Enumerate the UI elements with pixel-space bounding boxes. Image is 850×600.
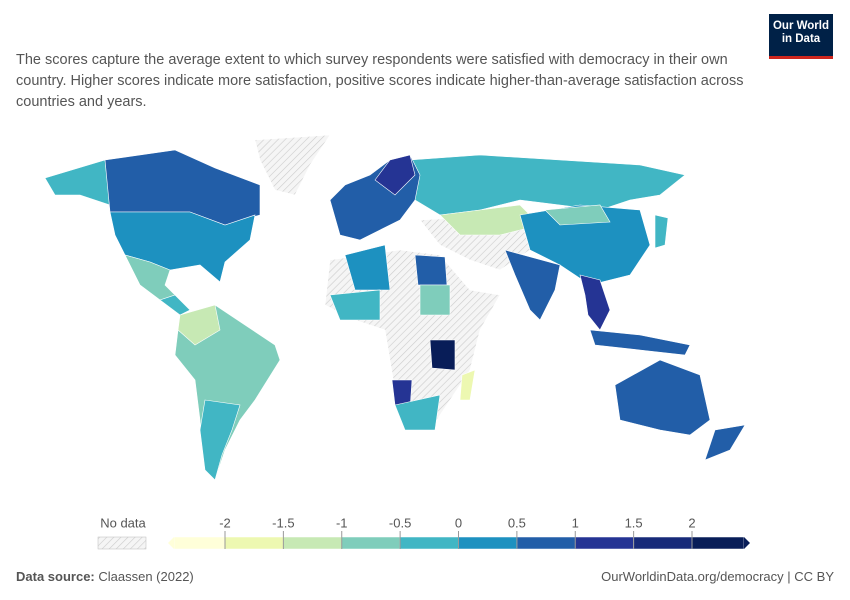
countries (44, 134, 746, 481)
source-label: Data source: (16, 569, 95, 584)
south-america[interactable] (174, 304, 281, 481)
source-text: Claassen (2022) (98, 569, 194, 584)
central-america[interactable] (159, 294, 191, 316)
no-data-label: No data (100, 515, 146, 530)
logo[interactable]: Our World in Data (769, 14, 833, 59)
alaska[interactable] (44, 159, 111, 206)
west-africa[interactable] (329, 289, 381, 321)
legend-bin (458, 536, 518, 550)
legend-bin (341, 536, 401, 550)
footer-link[interactable]: OurWorldinData.org/democracy | CC BY (601, 569, 834, 584)
japan[interactable] (654, 214, 669, 249)
legend-tick-label: 0.5 (508, 515, 526, 530)
colombia[interactable] (177, 304, 221, 346)
greenland[interactable] (254, 134, 331, 196)
legend-arrow (168, 537, 174, 549)
subtitle: The scores capture the average extent to… (16, 52, 744, 110)
legend-tick-label: 1.5 (625, 515, 643, 530)
argentina[interactable] (199, 399, 241, 481)
legend-bin (516, 536, 576, 550)
algeria[interactable] (344, 244, 391, 291)
legend-tick-label: -1.5 (272, 515, 294, 530)
sudan[interactable] (419, 284, 451, 316)
legend-tick-label: -1 (336, 515, 348, 530)
usa[interactable] (109, 211, 256, 283)
legend-tick-label: 2 (688, 515, 695, 530)
legend-arrow (744, 537, 750, 549)
tanzania[interactable] (429, 339, 456, 371)
kazakhstan[interactable] (439, 204, 541, 236)
india[interactable] (504, 249, 561, 321)
no-data-swatch (97, 536, 147, 550)
legend-bin (173, 536, 226, 550)
indonesia[interactable] (589, 329, 691, 356)
mexico[interactable] (124, 254, 176, 301)
madagascar[interactable] (459, 369, 476, 401)
new-zealand[interactable] (704, 424, 746, 461)
legend-bin (575, 536, 634, 550)
legend-bin (633, 536, 693, 550)
logo-line: Our World (772, 20, 829, 32)
scandinavia[interactable] (374, 154, 416, 196)
legend-tick-label: -2 (219, 515, 231, 530)
map: No data -2 -1.5 -1 -0.5 0 0.5 1 1.5 2 (44, 134, 750, 550)
legend-bin (399, 536, 459, 550)
legend-bin (691, 536, 745, 550)
legend-bin (224, 536, 284, 550)
source: Data source: Claassen (2022) (16, 569, 194, 584)
southeast-asia[interactable] (579, 274, 611, 331)
australia[interactable] (614, 359, 711, 436)
egypt[interactable] (414, 254, 448, 286)
southern-africa[interactable] (394, 394, 441, 431)
mongolia[interactable] (544, 204, 611, 226)
legend-bin (283, 536, 342, 550)
legend-tick-label: -0.5 (389, 515, 411, 530)
russia[interactable] (409, 154, 686, 216)
logo-line: in Data (781, 33, 821, 45)
legend-tick-label: 1 (572, 515, 579, 530)
legend-tick-label: 0 (455, 515, 462, 530)
legend: No data -2 -1.5 -1 -0.5 0 0.5 1 1.5 2 (97, 515, 750, 550)
